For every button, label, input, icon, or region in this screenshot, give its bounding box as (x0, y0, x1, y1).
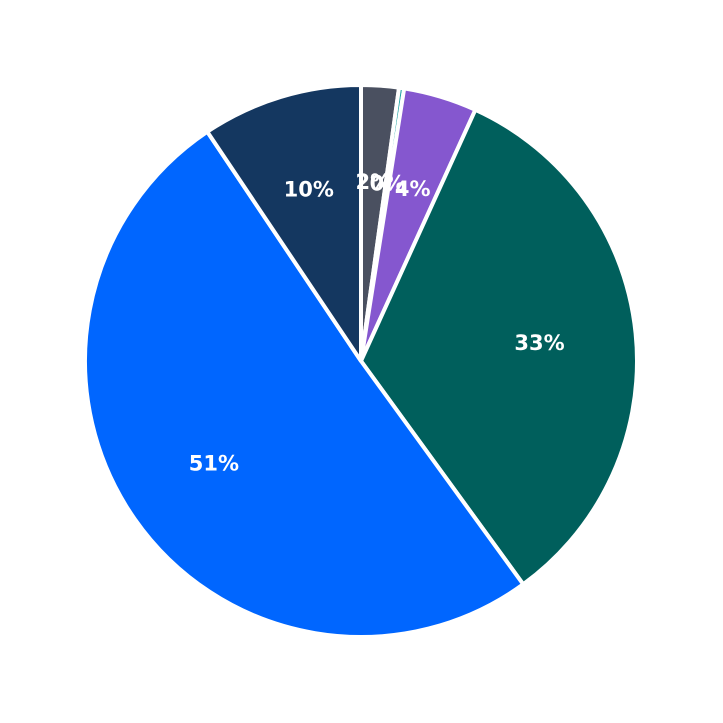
pie-slice-label-1: 0% (370, 172, 406, 196)
pie-slice-label-4: 51% (189, 452, 239, 476)
pie-slice-label-2: 4% (395, 177, 431, 201)
pie-slice-3 (359, 107, 639, 587)
pie-slice-label-3: 33% (514, 331, 564, 355)
labels-layer: 2%0%4% 33% 51% 10% (189, 170, 565, 476)
pie-slice-4 (83, 129, 526, 639)
slices-layer (83, 83, 639, 639)
pie-slice-label-0: 2% (356, 170, 392, 194)
pie-slice-5 (205, 83, 363, 363)
pie-slice-label-5: 10% (284, 177, 334, 201)
